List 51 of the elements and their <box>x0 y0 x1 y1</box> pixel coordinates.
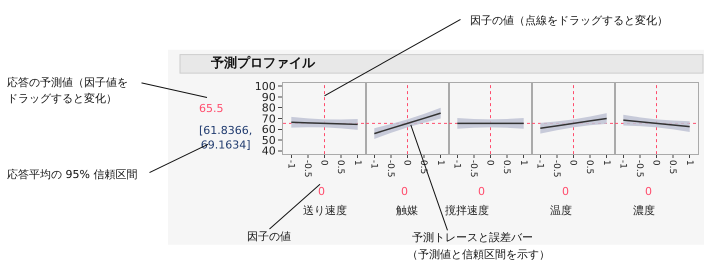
x-tick-label: -0.5 <box>550 160 561 178</box>
text: 応答平均の 95% 信頼区間 <box>7 168 138 181</box>
x-tick-label: 0 <box>318 160 329 166</box>
text: 因子の値 <box>247 230 291 243</box>
x-tick-label: 0 <box>568 160 578 166</box>
x-tick-label: 0.5 <box>335 160 346 174</box>
x-axis-title: 温度 <box>550 204 572 217</box>
x-tick-label: -1 <box>451 160 462 169</box>
text: 0 <box>401 185 408 198</box>
x-tick-label: -1 <box>534 160 544 169</box>
x-axis-title: 送り速度 <box>303 204 347 217</box>
x-tick-label: 0.5 <box>584 160 594 174</box>
x-tick-label: -0.5 <box>468 160 478 178</box>
x-axis-title: 濃度 <box>633 204 655 217</box>
text: 応答の予測値（因子値を <box>7 76 128 89</box>
y-tick-label: 70 <box>262 112 276 126</box>
x-tick-label: -1 <box>285 160 296 169</box>
text: 0 <box>318 185 325 198</box>
text: 65.5 <box>199 102 224 115</box>
text: [61.8366, 69.1634] <box>199 124 252 152</box>
text: （予測値と信頼区間を示す） <box>407 248 550 261</box>
chart-title: 予測プロファイル <box>210 55 316 71</box>
x-tick-label: 1 <box>518 160 528 166</box>
x-tick-label: 1 <box>684 160 694 166</box>
x-axis-title: 撹拌速度 <box>445 204 489 217</box>
y-tick-label: 60 <box>262 123 276 136</box>
x-tick-label: 0 <box>650 160 661 166</box>
text: 0 <box>645 185 652 198</box>
x-tick-label: 0.5 <box>501 160 512 174</box>
x-tick-label: 0.5 <box>667 160 678 174</box>
y-tick-label: 80 <box>262 102 276 115</box>
x-tick-label: 0 <box>484 160 495 166</box>
text: 0 <box>478 185 485 198</box>
y-tick-label: 90 <box>262 90 276 104</box>
x-tick-label: -0.5 <box>384 160 395 178</box>
x-tick-label: -0.5 <box>302 160 312 178</box>
x-tick-label: -1 <box>368 160 378 169</box>
y-tick-label: 100 <box>254 80 276 94</box>
x-tick-label: 1 <box>600 160 611 166</box>
annotation: 因子の値（点線をドラッグすると変化） <box>470 14 668 27</box>
x-tick-label: 1 <box>352 160 362 166</box>
x-tick-label: 1 <box>434 160 445 166</box>
text: ドラッグすると変化） <box>7 92 117 105</box>
text: 0 <box>562 185 569 198</box>
x-tick-label: 0 <box>402 160 412 166</box>
x-tick-label: -1 <box>617 160 628 169</box>
y-tick-label: 40 <box>262 144 276 158</box>
annotation: 予測トレースと誤差バー <box>412 231 533 244</box>
x-axis-title: 触媒 <box>396 204 418 217</box>
x-tick-label: -0.5 <box>634 160 644 178</box>
y-tick-label: 50 <box>262 134 276 147</box>
